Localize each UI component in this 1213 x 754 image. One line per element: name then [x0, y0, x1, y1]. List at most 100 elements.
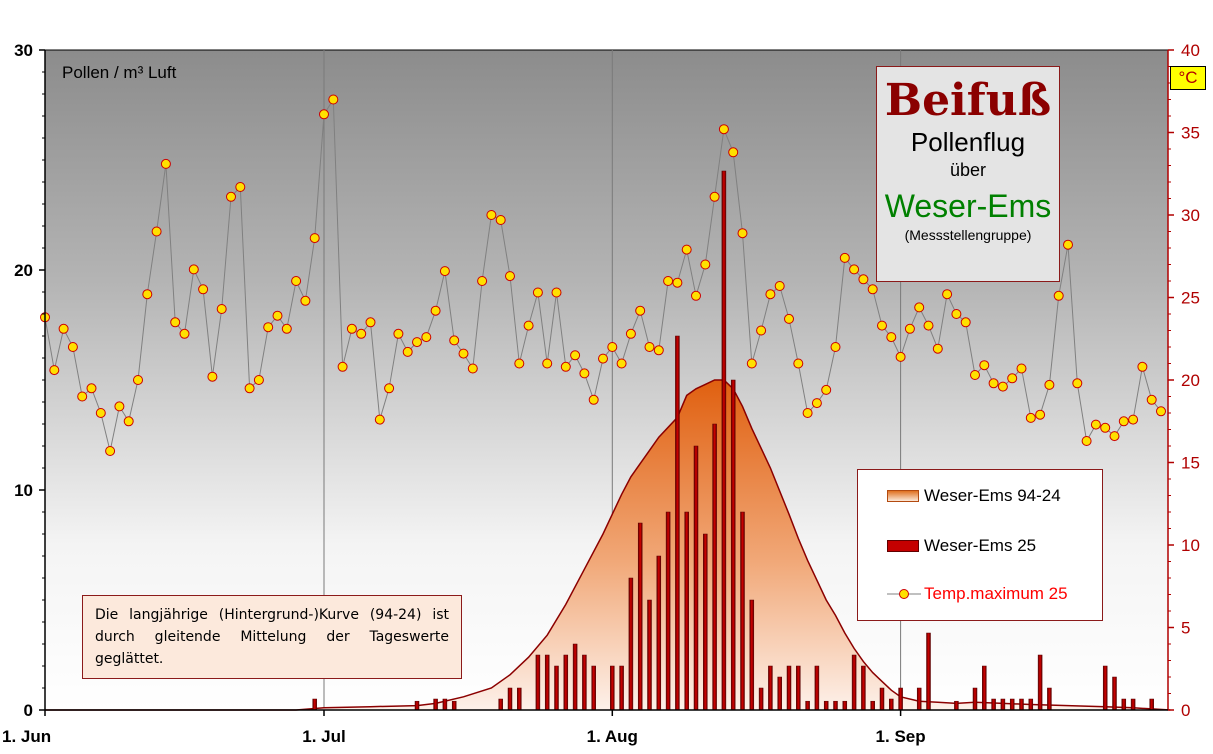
y2-unit-label: °C	[1170, 66, 1206, 90]
bar	[554, 665, 559, 711]
x-tick-label: 1. Aug	[587, 727, 638, 746]
temp-point	[133, 375, 143, 385]
temp-point	[663, 276, 674, 286]
temp-point	[198, 284, 209, 295]
bar	[1028, 698, 1034, 711]
bar	[898, 687, 903, 711]
chart-region: Weser-Ems	[884, 188, 1052, 224]
bar	[814, 665, 820, 711]
temp-point	[784, 313, 794, 324]
temp-point	[1025, 412, 1036, 423]
bar	[656, 555, 662, 711]
temp-point	[849, 264, 860, 275]
temp-point	[170, 317, 181, 328]
bar	[647, 599, 652, 711]
temp-point	[997, 381, 1008, 392]
temp-point	[123, 416, 134, 427]
temp-point	[951, 309, 962, 319]
temp-point	[226, 191, 236, 202]
bar	[693, 445, 699, 711]
bar	[451, 700, 457, 711]
temp-point	[67, 342, 78, 352]
temp-point	[402, 346, 413, 357]
temp-point	[114, 401, 125, 412]
legend-swatch-area	[887, 490, 919, 502]
temp-point	[718, 124, 729, 135]
bar	[758, 687, 764, 711]
temp-point	[1063, 239, 1073, 250]
legend-item-line: Temp.maximum 25	[858, 582, 1102, 606]
bar	[544, 654, 550, 711]
x-tick-label: 1. Sep	[876, 727, 926, 746]
bar	[1121, 698, 1127, 711]
temp-point	[895, 351, 906, 362]
temp-point	[960, 317, 971, 328]
temp-point	[486, 210, 497, 220]
temp-point	[1118, 416, 1129, 427]
temp-point	[142, 289, 153, 300]
temp-point	[393, 328, 404, 339]
temp-point	[151, 226, 162, 237]
temp-point	[86, 383, 97, 394]
temp-point	[691, 290, 701, 301]
temp-point	[551, 287, 562, 298]
bar	[870, 700, 875, 711]
temp-point	[570, 350, 581, 361]
temp-point	[207, 371, 218, 382]
legend-label-area: Weser-Ems 94-24	[924, 486, 1061, 505]
bar	[1009, 698, 1015, 711]
temp-point	[263, 322, 274, 333]
bar	[972, 687, 978, 711]
temp-point	[467, 363, 478, 374]
temp-point	[756, 325, 767, 336]
temp-point	[449, 335, 460, 346]
temp-point	[309, 233, 320, 244]
temp-point	[160, 158, 171, 169]
temp-point	[272, 310, 283, 321]
legend-label-bar: Weser-Ems 25	[924, 536, 1037, 555]
temp-point	[1081, 436, 1092, 446]
y2-tick-label: 0	[1181, 701, 1190, 720]
bar	[740, 511, 745, 711]
legend-label-line: Temp.maximum 25	[924, 584, 1068, 603]
bar	[1000, 698, 1006, 711]
bar	[749, 599, 755, 711]
bar	[1130, 698, 1136, 711]
chart-subtitle: Pollenflug	[910, 127, 1026, 157]
temp-point	[412, 337, 422, 348]
y2-tick-label: 20	[1181, 371, 1200, 390]
temp-point	[886, 332, 897, 343]
temp-point	[616, 358, 627, 369]
temp-point	[700, 259, 711, 270]
temp-point	[598, 353, 608, 364]
y-axis-label: Pollen / m³ Luft	[62, 63, 177, 82]
temp-point	[300, 295, 311, 306]
y2-tick-label: 40	[1181, 41, 1200, 60]
temp-point	[607, 342, 618, 352]
temp-point	[458, 348, 469, 359]
temp-point	[737, 228, 748, 239]
temp-point	[505, 271, 515, 282]
temp-point	[49, 365, 60, 376]
bar	[1047, 687, 1052, 711]
temp-point	[1137, 361, 1148, 372]
bar	[786, 665, 792, 711]
temp-point	[1044, 379, 1055, 390]
temp-point	[635, 305, 646, 316]
temp-point	[542, 358, 553, 369]
temp-point	[681, 244, 692, 255]
bar	[954, 700, 959, 711]
bar	[842, 700, 848, 711]
bar	[610, 665, 615, 711]
bar	[1037, 654, 1043, 711]
bar	[796, 665, 801, 711]
bar	[572, 643, 578, 711]
y-tick-label: 30	[14, 41, 33, 60]
bar	[926, 632, 931, 711]
bar	[414, 700, 420, 711]
temp-point	[439, 266, 450, 277]
temp-point	[979, 360, 990, 371]
temp-point	[374, 414, 385, 425]
temp-point	[365, 317, 376, 328]
temp-point	[746, 358, 757, 369]
